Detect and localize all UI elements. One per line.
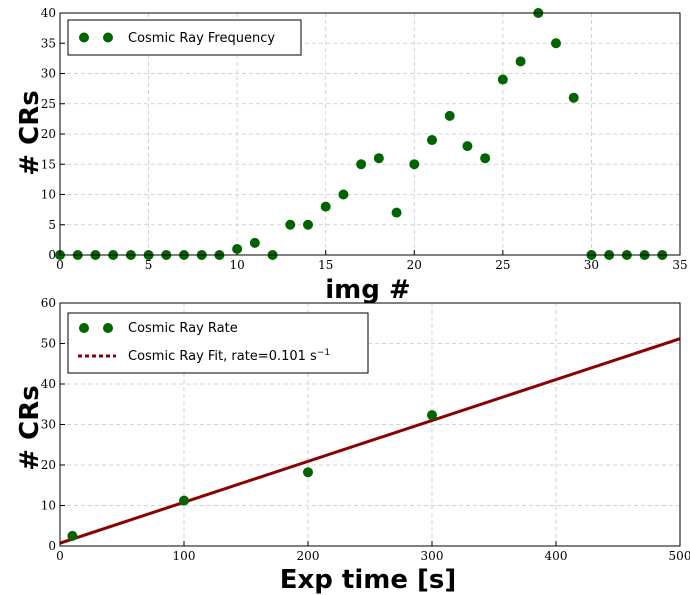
frequency-plot-frame: [59, 12, 681, 256]
frequency-data-point: [551, 38, 561, 49]
frequency-x-tick-label: 0: [56, 258, 64, 272]
frequency-x-tick-label: 20: [407, 258, 422, 272]
frequency-legend-label: Cosmic Ray Frequency: [128, 31, 275, 46]
rate-x-tick-label: 200: [297, 549, 320, 563]
fit-legend-text: Cosmic Ray Fit, rate=0.101 s: [128, 349, 317, 364]
rate-fit-layer: [59, 337, 681, 545]
frequency-data-point: [249, 237, 260, 248]
fit-legend-label: Cosmic Ray Fit, rate=0.101 s−1: [128, 348, 330, 364]
frequency-data-point: [391, 207, 402, 218]
rate-legend-marker-2: [103, 323, 113, 333]
rate-data-point: [303, 467, 313, 478]
frequency-data-point: [373, 153, 384, 164]
rate-y-ticks: 0 10 20 30 40 50 60: [41, 296, 65, 553]
frequency-y-tick-label: 20: [41, 127, 56, 141]
frequency-y-tick-label: 25: [41, 97, 56, 111]
frequency-x-tick-label: 35: [672, 258, 687, 272]
rate-y-tick-label: 50: [41, 337, 56, 351]
frequency-y-tick-label: 40: [41, 6, 56, 20]
frequency-x-tick-label: 10: [230, 258, 245, 272]
rate-x-axis-label: Exp time [s]: [280, 565, 457, 595]
frequency-x-tick-label: 30: [584, 258, 599, 272]
rate-y-tick-label: 40: [41, 377, 56, 391]
rate-panel: 0 100 200 300 400 500 0 10 20 30 40 50 60 Cosmic Ra…: [15, 296, 690, 595]
fit-line: [59, 337, 681, 545]
rate-legend-box: [67, 312, 369, 374]
frequency-data-point: [338, 189, 349, 200]
frequency-y-tick-label: 15: [41, 157, 56, 171]
frequency-x-tick-label: 5: [145, 258, 153, 272]
frequency-data-point: [497, 74, 508, 85]
frequency-data-point: [427, 135, 437, 146]
frequency-data-point: [515, 56, 526, 67]
frequency-legend: Cosmic Ray Frequency: [67, 19, 302, 56]
frequency-y-tick-label: 30: [41, 67, 56, 81]
frequency-data-point: [303, 219, 313, 230]
frequency-legend-marker-1: [79, 32, 89, 43]
frequency-x-tick-label: 25: [495, 258, 510, 272]
rate-legend-marker-1: [79, 323, 89, 333]
rate-points: [67, 410, 437, 541]
rate-x-tick-label: 0: [56, 549, 64, 563]
rate-data-point: [427, 410, 437, 421]
frequency-x-axis-label: img #: [325, 275, 410, 305]
frequency-x-ticks: 0 5 10 15 20 25 30 35: [56, 250, 688, 272]
rate-legend: Cosmic Ray Rate Cosmic Ray Fit, rate=0.1…: [67, 312, 369, 374]
frequency-points: [55, 8, 668, 260]
rate-y-tick-label: 30: [41, 418, 56, 432]
rate-data-point: [179, 495, 189, 506]
frequency-data-point: [568, 92, 579, 103]
frequency-legend-marker-2: [103, 32, 113, 43]
rate-x-tick-label: 100: [173, 549, 196, 563]
rate-x-tick-label: 400: [545, 549, 568, 563]
frequency-data-point: [356, 159, 367, 170]
fit-legend-superscript: −1: [317, 348, 330, 358]
rate-y-tick-label: 0: [48, 539, 56, 553]
frequency-y-tick-label: 35: [41, 36, 56, 50]
rate-legend-label: Cosmic Ray Rate: [128, 321, 238, 336]
rate-y-axis-label: # CRs: [15, 385, 45, 470]
rate-x-tick-label: 300: [421, 549, 444, 563]
frequency-data-point: [320, 201, 331, 212]
frequency-x-tick-label: 15: [318, 258, 333, 272]
frequency-y-tick-label: 0: [48, 248, 56, 262]
frequency-y-axis-label: # CRs: [15, 90, 45, 175]
frequency-y-tick-label: 10: [41, 188, 56, 202]
frequency-data-point: [409, 159, 420, 170]
rate-data-point: [67, 530, 78, 541]
frequency-y-ticks: 0 5 10 15 20 25 30 35 40: [41, 6, 65, 262]
rate-y-tick-label: 60: [41, 296, 56, 310]
rate-y-tick-label: 10: [41, 499, 56, 513]
rate-y-tick-label: 20: [41, 458, 56, 472]
rate-x-tick-label: 500: [669, 549, 690, 563]
frequency-panel: 0 5 10 15 20 25 30 35 0 5 10 15 20 25 30 35 40 Cosmic R…: [15, 6, 688, 305]
frequency-data-point: [480, 153, 491, 164]
frequency-data-point: [462, 141, 473, 152]
frequency-data-point: [444, 110, 455, 121]
frequency-data-point: [232, 243, 243, 254]
rate-x-ticks: 0 100 200 300 400 500: [56, 541, 690, 563]
rate-plot-frame: [59, 302, 681, 547]
frequency-y-tick-label: 5: [48, 218, 56, 232]
frequency-data-point: [285, 219, 296, 230]
